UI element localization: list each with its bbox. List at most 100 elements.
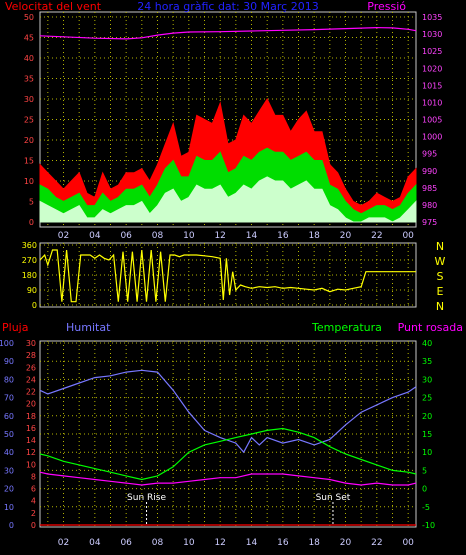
wind-speed-tick-label: 40 bbox=[24, 54, 34, 63]
humidity-axis-label: Humitat bbox=[66, 321, 111, 334]
humidity-tick-label: 60 bbox=[4, 412, 14, 421]
temperature-series-line bbox=[39, 427, 417, 481]
rain-tick-label: 10 bbox=[26, 460, 36, 469]
direction-compass-label: W bbox=[435, 255, 446, 268]
sun-marker-label: Sun Rise bbox=[127, 493, 166, 503]
wind-panel-x-tick-label: 18 bbox=[308, 231, 320, 241]
direction-degree-tick-label: 360 bbox=[22, 241, 37, 250]
pressure-tick-label: 975 bbox=[422, 218, 437, 227]
wind-speed-tick-label: 0 bbox=[29, 218, 34, 227]
rain-tick-label: 18 bbox=[26, 412, 36, 421]
rain-tick-label: 26 bbox=[26, 363, 36, 372]
pressure-tick-label: 1000 bbox=[422, 133, 442, 142]
wind-panel-x-tick-label: 08 bbox=[152, 231, 164, 241]
pressure-axis-label: Pressió bbox=[367, 0, 406, 13]
wind-panel-x-axis: 02 04 06 08 10 12 14 16 18 20 22 00 bbox=[58, 231, 414, 241]
humidity-tick-label: 30 bbox=[4, 466, 14, 475]
rain-tick-label: 4 bbox=[31, 497, 36, 506]
pressure-tick-label: 995 bbox=[422, 150, 437, 159]
direction-compass-label: E bbox=[437, 285, 444, 298]
direction-degree-tick-label: 270 bbox=[22, 256, 37, 265]
rain-tick-label: 20 bbox=[26, 400, 36, 409]
direction-compass-label: N bbox=[436, 300, 444, 313]
rain-tick-label: 0 bbox=[31, 521, 36, 530]
climate-panel-x-tick-label: 16 bbox=[277, 538, 289, 548]
rain-tick-label: 6 bbox=[31, 485, 36, 494]
rain-tick-label: 22 bbox=[26, 388, 36, 397]
rain-tick-label: 24 bbox=[26, 375, 36, 384]
climate-panel-series bbox=[39, 369, 417, 526]
climate-panel-x-tick-label: 02 bbox=[58, 538, 69, 548]
sun-marker-label: Sun Set bbox=[316, 493, 351, 503]
rain-tick-label: 14 bbox=[26, 436, 36, 445]
rain-tick-label: 28 bbox=[26, 351, 36, 360]
wind-speed-tick-label: 20 bbox=[24, 136, 34, 145]
climate-panel-grid bbox=[40, 341, 416, 527]
pressure-tick-label: 1025 bbox=[422, 47, 442, 56]
wind-panel-x-tick-label: 00 bbox=[402, 231, 414, 241]
humidity-tick-label: 20 bbox=[4, 485, 14, 494]
temperature-tick-label: 5 bbox=[422, 466, 427, 475]
climate-panel-x-tick-label: 20 bbox=[340, 538, 352, 548]
climate-panel-x-tick-label: 06 bbox=[120, 538, 132, 548]
wind-panel-x-tick-label: 22 bbox=[371, 231, 382, 241]
wind-direction-series-line bbox=[39, 249, 416, 303]
dewpoint-axis-label: Punt rosada bbox=[398, 321, 463, 334]
climate-panel-x-axis: 02 04 06 08 10 12 14 16 18 20 22 00 bbox=[58, 538, 414, 548]
pressure-tick-label: 985 bbox=[422, 184, 437, 193]
climate-panel-x-tick-label: 08 bbox=[152, 538, 164, 548]
humidity-tick-label: 50 bbox=[4, 430, 14, 439]
humidity-tick-label: 90 bbox=[4, 357, 14, 366]
wind-speed-tick-label: 10 bbox=[24, 177, 34, 186]
climate-panel-x-tick-label: 12 bbox=[214, 538, 225, 548]
direction-degree-tick-label: 180 bbox=[22, 271, 37, 280]
direction-compass-label: S bbox=[437, 270, 444, 283]
pressure-tick-label: 1035 bbox=[422, 13, 442, 22]
temperature-tick-label: -5 bbox=[422, 503, 430, 512]
wind-panel-x-tick-label: 14 bbox=[246, 231, 258, 241]
wind-speed-axis: 0 5 10 15 20 25 30 35 40 45 50 bbox=[24, 13, 34, 227]
climate-panel-x-tick-label: 04 bbox=[89, 538, 101, 548]
pressure-tick-label: 990 bbox=[422, 167, 437, 176]
wind-panel-series bbox=[39, 26, 417, 223]
rain-tick-label: 16 bbox=[26, 424, 36, 433]
humidity-tick-label: 0 bbox=[9, 521, 14, 530]
direction-degree-tick-label: 90 bbox=[27, 286, 37, 295]
temperature-tick-label: 25 bbox=[422, 394, 432, 403]
wind-panel-x-tick-label: 10 bbox=[183, 231, 195, 241]
temperature-tick-label: 15 bbox=[422, 430, 432, 439]
climate-panel-x-tick-label: 00 bbox=[402, 538, 414, 548]
direction-compass-label: N bbox=[436, 240, 444, 253]
dewpoint-series-line bbox=[39, 471, 417, 486]
rain-axis-label: Pluja bbox=[2, 321, 28, 334]
pressure-tick-label: 1020 bbox=[422, 64, 442, 73]
wind-speed-tick-label: 30 bbox=[24, 95, 34, 104]
rain-tick-label: 12 bbox=[26, 448, 36, 457]
pressure-tick-label: 1015 bbox=[422, 81, 442, 90]
direction-degree-axis: 0 90 180 270 360 bbox=[22, 241, 37, 310]
climate-panel-x-tick-label: 14 bbox=[246, 538, 258, 548]
temperature-axis-label: Temperatura bbox=[311, 321, 382, 334]
pressure-tick-label: 1005 bbox=[422, 116, 442, 125]
pressure-series-line bbox=[39, 26, 417, 40]
pressure-tick-label: 1030 bbox=[422, 30, 442, 39]
temperature-tick-label: 10 bbox=[422, 448, 432, 457]
wind-speed-tick-label: 5 bbox=[29, 198, 34, 207]
temperature-axis: -10 -5 0 5 10 15 20 25 30 35 40 bbox=[422, 339, 435, 530]
wind-speed-tick-label: 25 bbox=[24, 116, 34, 125]
humidity-tick-label: 80 bbox=[4, 375, 14, 384]
humidity-tick-label: 70 bbox=[4, 394, 14, 403]
temperature-tick-label: -10 bbox=[422, 521, 435, 530]
temperature-tick-label: 30 bbox=[422, 375, 432, 384]
climate-panel-x-tick-label: 22 bbox=[371, 538, 382, 548]
humidity-series-line bbox=[39, 369, 417, 454]
humidity-tick-label: 100 bbox=[0, 339, 14, 348]
wind-speed-tick-label: 35 bbox=[24, 75, 34, 84]
pressure-tick-label: 1010 bbox=[422, 98, 442, 107]
humidity-axis: 0 10 20 30 40 50 60 70 80 90 100 bbox=[0, 339, 14, 530]
wind-panel-x-tick-label: 20 bbox=[340, 231, 352, 241]
